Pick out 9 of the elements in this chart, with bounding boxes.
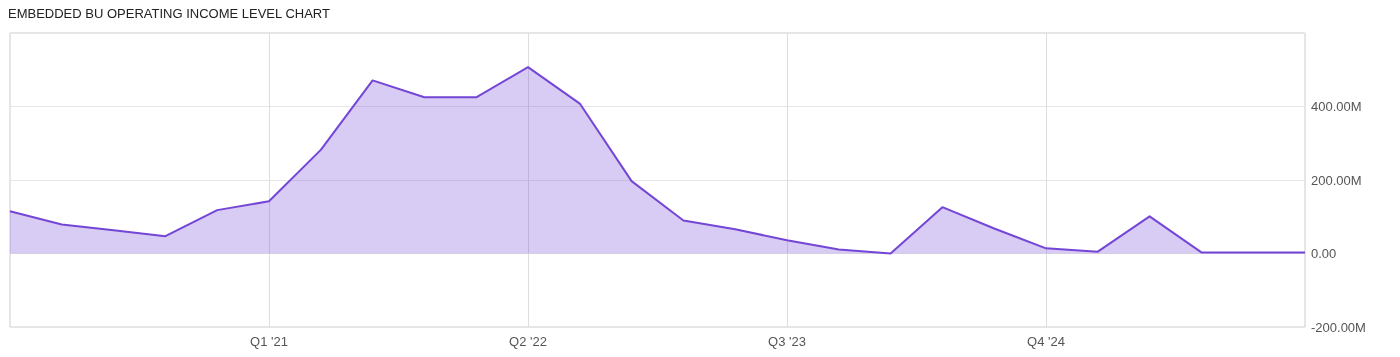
y-tick-label: 0.00 xyxy=(1311,246,1337,261)
y-tick-label: -200.00M xyxy=(1311,319,1366,335)
y-tick-label: 400.00M xyxy=(1311,99,1362,114)
y-tick-label: 200.00M xyxy=(1311,172,1362,188)
x-tick-label: Q1 '21 xyxy=(250,334,288,349)
x-tick-label: Q3 '23 xyxy=(768,334,806,349)
x-tick-label: Q2 '22 xyxy=(509,334,547,349)
x-tick-label: Q4 '24 xyxy=(1027,334,1065,349)
chart-title: EMBEDDED BU OPERATING INCOME LEVEL CHART xyxy=(8,6,330,21)
